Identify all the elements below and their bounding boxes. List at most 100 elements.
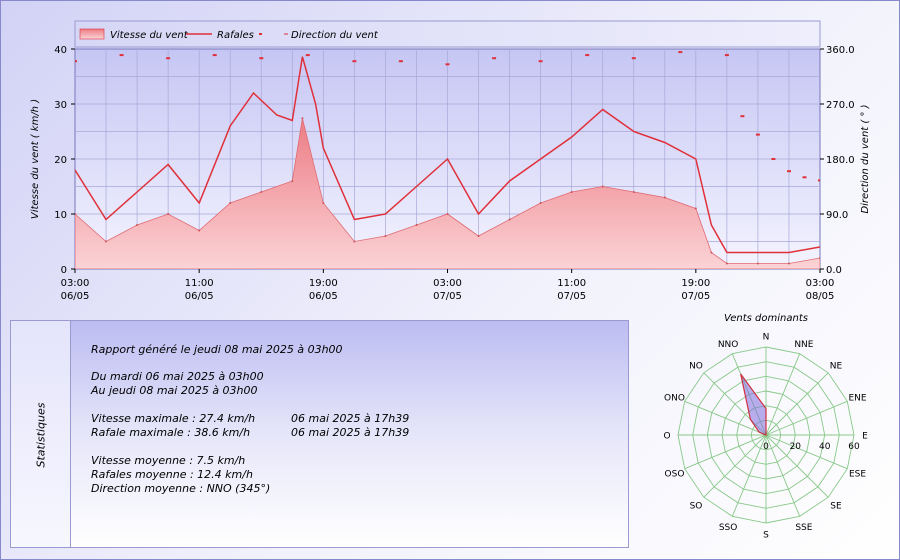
point-vitesse [291,180,294,182]
point-vitesse [260,191,263,193]
point-direction [818,179,820,182]
point-direction [585,54,590,57]
wind-rose-title: Vents dominants [724,313,808,324]
y2-tick-label: 270.0 [826,100,855,111]
point-direction [305,54,310,57]
rose-direction-label: SO [690,502,703,512]
y-tick-label: 0 [61,265,67,276]
rose-direction-label: NNE [794,340,813,350]
avg-speed: Vitesse moyenne : 7.5 km/h [91,454,246,467]
x-tick-date: 06/05 [309,291,338,302]
x-tick-date: 06/05 [185,291,214,302]
legend: Vitesse du vent Rafales Direction du ven… [74,20,821,48]
rose-direction-label: NE [830,362,843,372]
x-tick-date: 07/05 [557,291,586,302]
rose-direction-label: NO [689,362,703,372]
point-direction [724,54,729,57]
y-tick-label: 10 [54,210,67,221]
legend-swatch-direction [259,33,262,35]
point-vitesse [322,202,325,204]
rose-spoke [731,434,767,517]
x-tick-time: 03:00 [806,278,835,289]
period-end: Au jeudi 08 mai 2025 à 03h00 [91,384,258,397]
y-tick-label: 20 [54,155,67,166]
report-generated: Rapport généré le jeudi 08 mai 2025 à 03… [91,343,343,356]
point-vitesse [167,213,170,215]
x-tick-time: 11:00 [557,278,586,289]
rose-radius-label: 40 [819,442,831,452]
rose-spoke [765,372,829,436]
x-tick-time: 03:00 [433,278,462,289]
point-vitesse [477,235,480,237]
wind-rose-labels: N NNE NE ENE E ESE SE SSE S SSO SO OSO O ONO NO NNO 0 20 4… [663,333,868,541]
max-speed: Vitesse maximale : 27.4 km/h [91,412,256,425]
point-direction [212,54,217,57]
point-vitesse [725,262,728,265]
point-vitesse [710,251,713,254]
rose-direction-label: ONO [664,394,685,404]
point-direction [352,60,357,63]
y-tick-label: 40 [54,45,67,56]
point-vitesse [301,117,304,120]
point-vitesse [819,257,820,259]
y2-tick-label: 180.0 [826,155,855,166]
point-direction [166,57,171,60]
series-rafales [75,56,820,254]
rose-polygon [740,373,767,436]
point-vitesse [75,213,76,215]
legend-swatch-vitesse [79,28,105,40]
x-tick-date: 07/05 [681,291,710,302]
point-vitesse [539,202,542,204]
wind-rose-grid [677,346,855,524]
max-gust: Rafale maximale : 38.6 km/h [91,426,251,439]
y2-tick-label: 360.0 [826,45,855,56]
point-vitesse [632,191,635,193]
rose-spoke [765,353,801,436]
point-direction [445,63,450,66]
period-start: Du mardi 06 mai 2025 à 03h00 [91,370,264,383]
rose-direction-label: SE [830,502,842,512]
plot-axes: 0 10 20 30 40 0.0 90.0 180.0 270.0 360.0 03:00 06/0… [54,45,854,302]
rose-spoke [684,434,767,470]
rose-spoke [765,434,801,517]
rose-radius-label: 0 [763,442,769,452]
rose-direction-label: ENE [848,394,866,404]
y-axis-label: Vitesse du vent ( km/h ) [30,99,41,219]
point-direction [538,60,543,63]
y2-tick-label: 90.0 [826,210,848,221]
statistics-panel: Statistiques Rapport généré le jeudi 08 … [10,320,629,548]
legend-label-rafales: Rafales [217,30,254,41]
point-vitesse [105,240,107,243]
rose-spoke [765,434,848,470]
point-vitesse [198,229,201,232]
point-vitesse [694,207,697,210]
rose-radius-label: 60 [848,442,860,452]
point-direction [259,57,264,60]
x-tick-time: 19:00 [309,278,338,289]
rose-direction-label: N [763,333,770,343]
y2-axis-label: Direction du vent ( ° ) [860,104,871,213]
point-vitesse [508,218,511,221]
avg-direction: Direction moyenne : NNO (345°) [91,482,271,495]
x-tick-time: 19:00 [681,278,710,289]
rose-radius-label: 20 [790,442,802,452]
x-tick-time: 03:00 [61,278,90,289]
rose-spoke [765,434,829,498]
rose-direction-label: O [663,432,670,442]
statistics-sidebar: Statistiques [11,321,71,547]
legend-label-vitesse: Vitesse du vent [110,30,189,41]
y2-tick-label: 0.0 [826,265,842,276]
point-direction [740,115,745,118]
point-vitesse [570,191,573,193]
point-direction [631,57,636,60]
point-vitesse [384,235,387,237]
point-direction [678,51,683,54]
point-vitesse [353,240,356,243]
rose-spoke [703,434,767,498]
point-direction [492,57,497,60]
point-vitesse [415,224,418,226]
point-vitesse [788,262,790,265]
point-vitesse [136,224,139,226]
x-tick-time: 11:00 [185,278,214,289]
point-vitesse [446,213,449,215]
